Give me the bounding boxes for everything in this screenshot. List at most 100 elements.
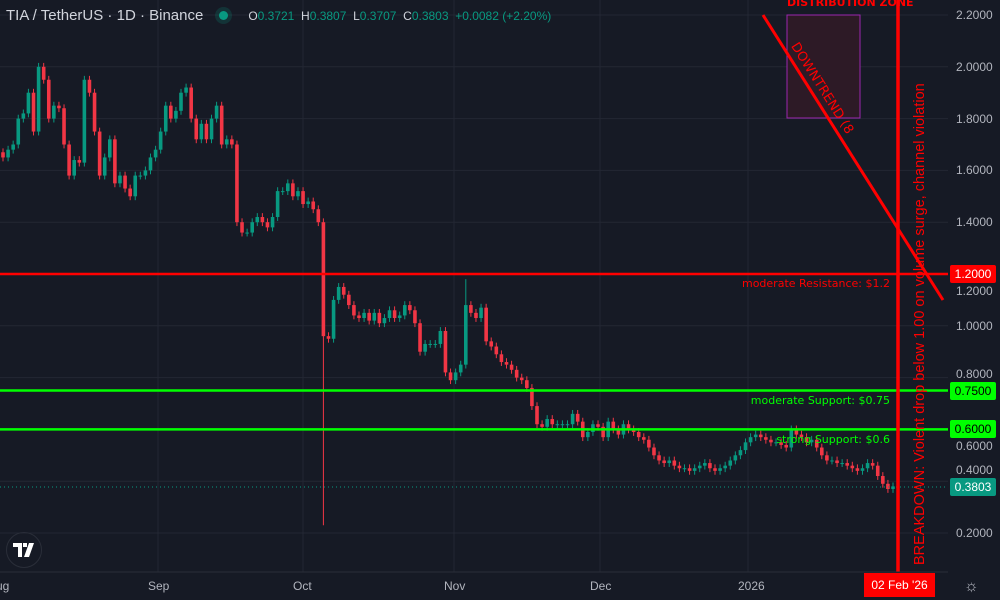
level-label: moderate Support: $0.75 — [750, 394, 890, 407]
candle — [514, 369, 519, 378]
ohlc-values: O0.3721 H0.3807 L0.3707 C0.3803 +0.0082 … — [248, 8, 552, 23]
candle — [336, 286, 341, 300]
price-tick-label: 1.8000 — [956, 111, 993, 126]
candle — [97, 131, 102, 176]
level-price-tag: 1.2000 — [950, 265, 996, 283]
candle — [845, 463, 850, 466]
candle — [413, 310, 417, 324]
candle — [46, 79, 51, 119]
candle — [519, 377, 524, 381]
candle — [565, 424, 570, 426]
candle — [133, 175, 138, 197]
candle — [794, 429, 799, 435]
symbol-legend: TIA / TetherUS · 1D · Binance O0.3721 H0… — [6, 7, 551, 24]
price-tick-label: 0.8000 — [956, 366, 993, 381]
candle — [479, 307, 483, 319]
high-value: 0.3807 — [309, 8, 347, 23]
candle — [448, 372, 453, 381]
candle — [301, 191, 305, 205]
candle — [240, 222, 244, 233]
symbol-title[interactable]: TIA / TetherUS · 1D · Binance — [6, 7, 204, 24]
candle — [555, 424, 560, 426]
candle — [697, 465, 702, 469]
candle — [143, 170, 148, 176]
candle — [113, 139, 117, 184]
candle — [392, 310, 397, 319]
candle — [199, 123, 204, 140]
price-tick-label: 2.0000 — [956, 59, 993, 74]
candle — [667, 460, 672, 464]
candle — [67, 144, 71, 176]
crosshair-date-tag: 02 Feb '26 — [864, 573, 935, 597]
time-tick-label: Sep — [148, 579, 170, 593]
candle — [235, 144, 239, 223]
candle — [16, 118, 21, 145]
candle — [11, 144, 15, 150]
candle — [779, 442, 783, 445]
candle — [809, 439, 814, 443]
candle — [474, 312, 478, 319]
candle — [458, 364, 463, 373]
candle — [708, 463, 712, 469]
candle — [352, 305, 356, 316]
candle — [504, 362, 509, 365]
breakdown-label: BREAKDOWN: Violent drop below 1.00 on vo… — [912, 83, 928, 565]
tradingview-logo[interactable] — [6, 532, 42, 568]
candle — [728, 460, 733, 466]
candle — [596, 424, 600, 427]
time-tick-label: Oct — [293, 579, 312, 593]
candle — [291, 183, 295, 197]
candle — [158, 131, 163, 150]
candle — [677, 465, 682, 469]
distribution-zone-label: DISTRIBUTION ZONE — [787, 0, 914, 9]
candle — [657, 455, 661, 461]
candle — [489, 341, 494, 347]
candle — [804, 437, 809, 443]
candle — [275, 191, 280, 218]
candle — [814, 439, 819, 448]
candle — [52, 105, 56, 119]
candle — [224, 139, 229, 145]
candle — [769, 439, 773, 443]
levels — [0, 272, 948, 431]
candle — [92, 92, 97, 132]
candle — [357, 315, 361, 319]
price-tick-label: 0.2000 — [956, 526, 993, 540]
candle — [692, 468, 697, 471]
candle — [799, 434, 804, 438]
price-tick-label: 1.0000 — [956, 318, 993, 333]
candle — [733, 455, 738, 461]
candle — [509, 364, 514, 370]
candle — [397, 315, 402, 319]
settings-gear-icon[interactable]: ☼ — [964, 578, 979, 595]
candle — [550, 419, 555, 425]
candle — [82, 79, 87, 163]
candle — [560, 424, 565, 426]
candle — [703, 463, 707, 466]
downtrend-line[interactable] — [761, 14, 945, 301]
level-label: moderate Resistance: $1.2 — [741, 277, 890, 290]
candle — [163, 105, 168, 132]
candle — [270, 217, 275, 228]
candle — [575, 413, 580, 422]
candle — [433, 343, 438, 345]
candle — [881, 476, 885, 484]
candle — [296, 191, 300, 197]
candle — [748, 437, 753, 443]
candle — [784, 444, 788, 448]
candle — [174, 110, 178, 119]
candle — [616, 429, 621, 435]
time-tick-label: 2026 — [738, 579, 765, 593]
candle — [865, 463, 870, 469]
candle — [179, 92, 183, 111]
candle — [423, 343, 427, 352]
candle — [626, 424, 631, 430]
candle — [123, 175, 127, 189]
last-price-tag: 0.3803 — [950, 478, 996, 496]
candle — [169, 105, 173, 119]
candle — [204, 123, 209, 140]
candle — [184, 87, 188, 93]
candle — [682, 468, 687, 470]
candle — [743, 442, 748, 451]
